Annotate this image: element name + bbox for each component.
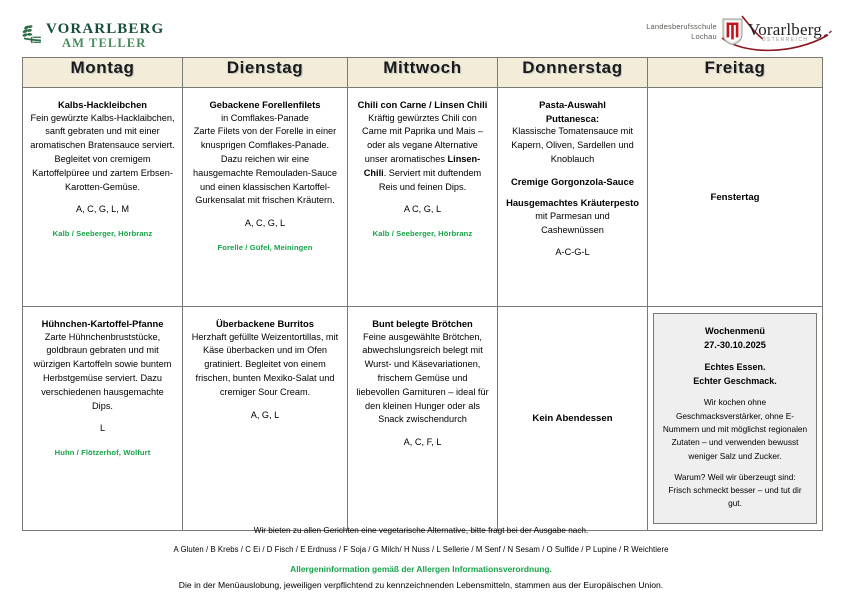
weekly-body-3: Frisch schmeckt besser – und tut dir gut… — [668, 485, 802, 509]
dish-description: Herzhaft gefüllte Weizentortillas, mit K… — [191, 331, 339, 397]
school-name-line2: Lochau — [691, 31, 717, 41]
lunch-row: Kalbs-Hackleibchen Fein gewürzte Kalbs-H… — [22, 87, 823, 307]
vorarlberg-coat-of-arms-icon — [722, 18, 743, 45]
dish-description-part2: . Serviert mit duftendem Reis und feinen… — [378, 167, 482, 192]
dish-title: Chili con Carne / Linsen Chili — [357, 99, 488, 110]
dish-origin: Kalb / Seeberger, Hörbranz — [372, 229, 473, 239]
logo-title-line2: AM TELLER — [62, 36, 147, 51]
pasta-option1-title: Puttanesca: — [545, 112, 600, 124]
dish-description: Zarte Hühnchenbruststücke, goldbraun geb… — [33, 331, 172, 411]
pasta-option1-description: Klassische Tomatensauce mit Kapern, Oliv… — [511, 126, 634, 164]
pasta-option3-description: mit Parmesan und Cashewnüssen — [535, 210, 610, 235]
weekly-menu-dates: 27.-30.10.2025 — [704, 339, 766, 350]
day-header-freitag: Freitag — [647, 57, 823, 88]
dish-origin: Kalb / Seeberger, Hörbranz — [52, 229, 153, 239]
dinner-cell-mittwoch: Bunt belegte Brötchen Feine ausgewählte … — [347, 306, 498, 531]
day-header-dienstag: Dienstag — [182, 57, 348, 88]
day-label: Dienstag — [226, 58, 304, 77]
dinner-cell-freitag: Wochenmenü 27.-30.10.2025 Echtes Essen. … — [647, 306, 823, 531]
dish-allergens: A, G, L — [250, 409, 280, 420]
dish-title: Überbackene Burritos — [216, 318, 314, 329]
dish-title: Gebackene Forellenfilets — [209, 99, 321, 110]
dish-allergens: A, C, G, L, M — [75, 204, 130, 215]
lunch-cell-dienstag: Gebackene Forellenfilets in Comflakes-Pa… — [182, 87, 348, 307]
dish-description-part1: Kräftig gewürztes Chili con Carne mit Pa… — [361, 112, 484, 165]
day-header-donnerstag: Donnerstag — [497, 57, 648, 88]
day-header-montag: Montag — [22, 57, 183, 88]
school-logo: Landesberufsschule Lochau Vorarlberg ÖST… — [646, 18, 822, 45]
dish-title: Bunt belegte Brötchen — [372, 318, 473, 329]
weekly-slogan-line2: Echter Geschmack. — [693, 375, 777, 386]
vorarlberg-am-teller-logo: VORARLBERG AM TELLER — [22, 21, 165, 51]
day-label: Montag — [70, 58, 135, 77]
day-label: Mittwoch — [383, 58, 462, 77]
day-label: Freitag — [704, 58, 766, 77]
dish-description-highlight: Linsen-Chili — [363, 154, 481, 178]
lunch-cell-donnerstag: Pasta-Auswahl Puttanesca: Klassische Tom… — [497, 87, 648, 307]
pasta-option3-title: Hausgemachtes Kräuterpesto — [506, 197, 639, 209]
dinner-cell-donnerstag: Kein Abendessen — [497, 306, 648, 531]
header-bar: VORARLBERG AM TELLER Landesberufsschule … — [0, 0, 842, 58]
logo-title-line1: VORARLBERG — [46, 21, 165, 37]
weekly-menu-box: Wochenmenü 27.-30.10.2025 Echtes Essen. … — [653, 313, 817, 524]
weekly-menu-title: Wochenmenü — [704, 326, 766, 336]
lunch-cell-freitag: Fenstertag — [647, 87, 823, 307]
day-header-mittwoch: Mittwoch — [347, 57, 498, 88]
vorarlberg-brand: Vorarlberg ÖSTERREICH — [748, 21, 822, 43]
dish-description: Fein gewürzte Kalbs-Hacklaibchen, sanft … — [30, 112, 175, 192]
weekly-menu-table: Montag Dienstag Mittwoch Donnerstag Frei… — [22, 57, 823, 531]
dish-subtitle: in Comflakes-Panade — [221, 112, 309, 123]
dish-allergens: A, C, F, L — [403, 437, 442, 448]
dish-description: Zarte Filets von der Forelle in einer kn… — [192, 126, 338, 206]
lunch-cell-mittwoch: Chili con Carne / Linsen Chili Kräftig g… — [347, 87, 498, 307]
dish-title: Fenstertag — [710, 191, 760, 203]
dish-description: Feine ausgewählte Brötchen, abwechslungs… — [356, 331, 489, 425]
table-header-row: Montag Dienstag Mittwoch Donnerstag Frei… — [22, 57, 823, 88]
dish-title: Pasta-Auswahl — [539, 99, 606, 110]
dish-allergens: A C, G, L — [403, 204, 442, 215]
dish-origin: Forelle / Güfel, Meiningen — [217, 243, 313, 252]
dish-title: Kalbs-Hackleibchen — [57, 99, 148, 110]
allergen-key: A Gluten / B Krebs / C Ei / D Fisch / E … — [173, 545, 669, 555]
dinner-cell-montag: Hühnchen-Kartoffel-Pfanne Zarte Hühnchen… — [22, 306, 183, 531]
dish-allergens: A, C, G, L — [244, 218, 286, 229]
footer: Wir bieten zu allen Gerichten eine veget… — [0, 525, 842, 591]
eu-origin-note: Die in der Menüauslobung, jeweiligen ver… — [178, 579, 664, 590]
weekly-body-1: Wir kochen ohne Geschmacksverstärker, oh… — [662, 397, 808, 461]
dinner-row: Hühnchen-Kartoffel-Pfanne Zarte Hühnchen… — [22, 306, 823, 531]
weekly-slogan-line1: Echtes Essen. — [704, 361, 766, 372]
dish-origin: Huhn / Flötzerhof, Wolfurt — [54, 448, 151, 458]
allergen-law-note: Allergeninformation gemäß der Allergen I… — [290, 563, 552, 574]
dish-title: Hühnchen-Kartoffel-Pfanne — [41, 318, 164, 329]
school-name: Landesberufsschule Lochau — [646, 22, 717, 41]
dinner-cell-dienstag: Überbackene Burritos Herzhaft gefüllte W… — [182, 306, 348, 531]
region-name: Vorarlberg — [747, 19, 822, 39]
dish-description: Kräftig gewürztes Chili con Carne mit Pa… — [355, 112, 490, 195]
dish-title: Kein Abendessen — [532, 413, 613, 425]
weekly-body-2: Warum? Weil wir überzeugt sind: — [674, 471, 796, 482]
pasta-option2-title: Cremige Gorgonzola-Sauce — [511, 175, 634, 187]
lunch-cell-montag: Kalbs-Hackleibchen Fein gewürzte Kalbs-H… — [22, 87, 183, 307]
school-name-line1: Landesberufsschule — [646, 22, 717, 32]
wheat-leaf-icon — [22, 25, 41, 44]
dish-allergens: L — [99, 423, 106, 434]
dish-allergens: A-C-G-L — [555, 247, 590, 258]
day-label: Donnerstag — [522, 58, 623, 77]
vegetarian-note: Wir bieten zu allen Gerichten eine veget… — [253, 526, 589, 535]
region-subtitle: ÖSTERREICH — [761, 36, 809, 43]
